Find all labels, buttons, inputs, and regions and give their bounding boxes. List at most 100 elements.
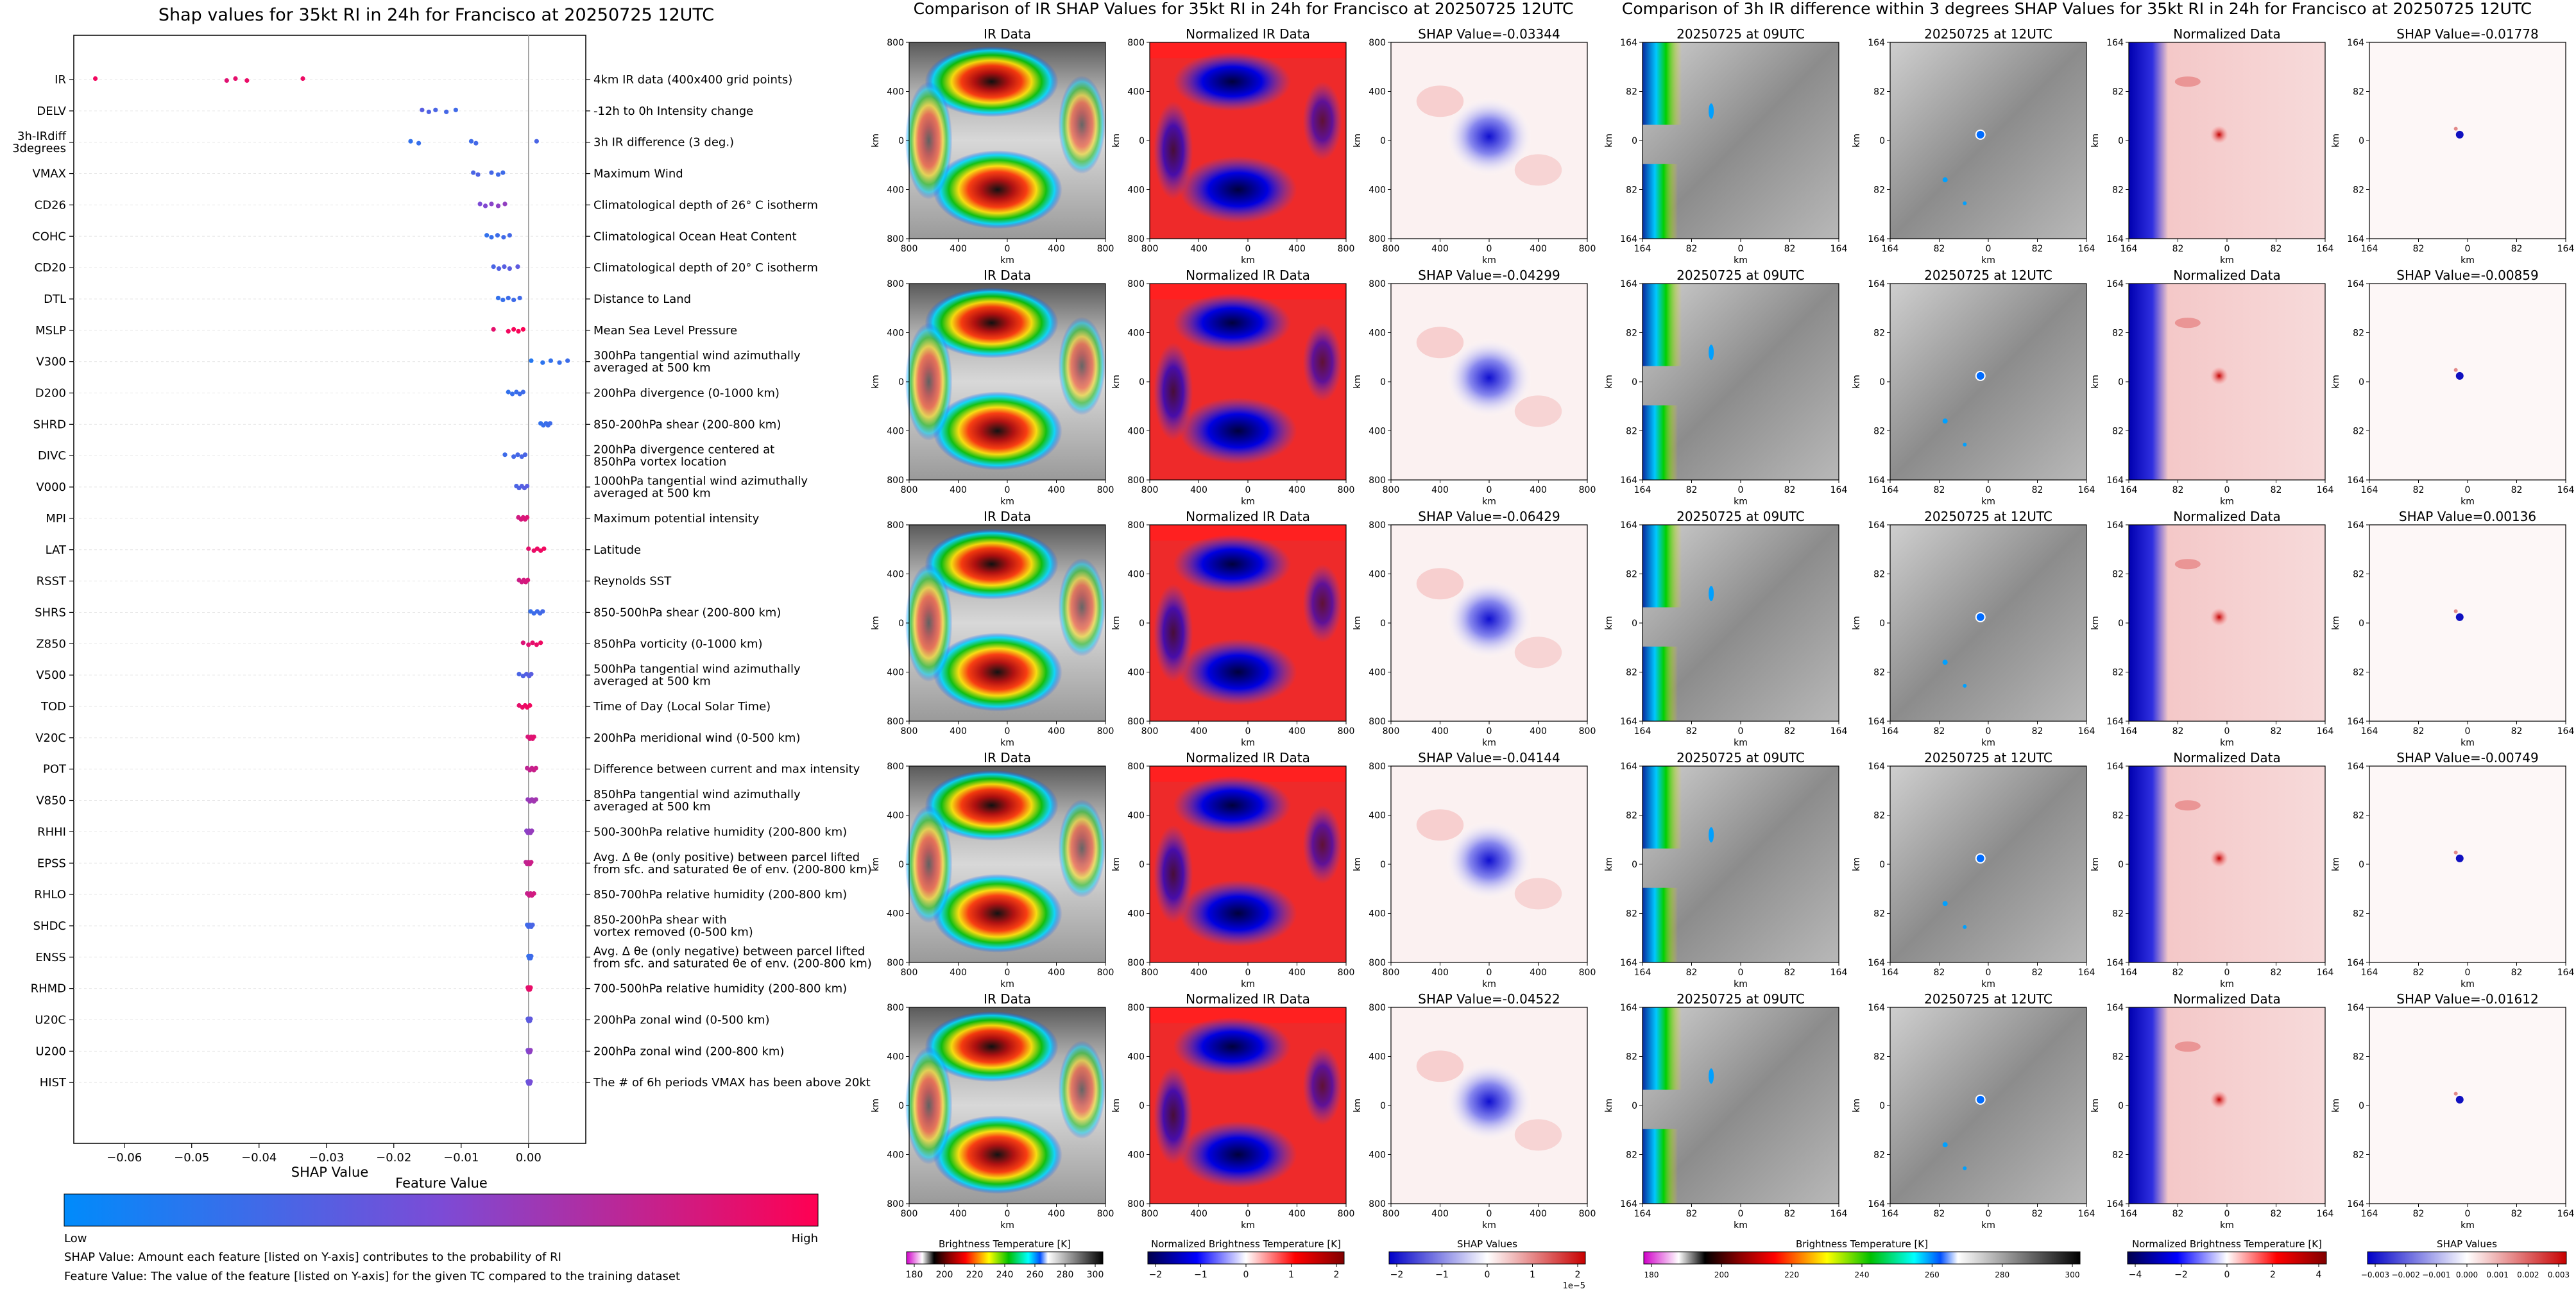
- feature-code-label: DELV: [37, 105, 66, 118]
- panel-y-tick-label: 0: [898, 1101, 904, 1111]
- panel-x-tick-label: 800: [1338, 1209, 1355, 1219]
- panel-x-axis-label: km: [1000, 738, 1014, 748]
- feature-row: RSST Reynolds SST: [37, 575, 672, 588]
- panel-x-tick-label: 400: [1530, 485, 1547, 495]
- panel-x-axis-label: km: [2461, 497, 2475, 507]
- panel-title: SHAP Value=-0.04299: [1418, 268, 1560, 283]
- panel-y-tick-label: 164: [2106, 279, 2124, 289]
- panel-y-tick-label: 0: [898, 619, 904, 629]
- panel-y-axis-label: km: [2090, 857, 2101, 871]
- feature-description-label: 200hPa zonal wind (200-800 km): [593, 1045, 784, 1058]
- convective-cell: [1709, 827, 1714, 843]
- panel-x-tick-label: 0: [1005, 485, 1011, 495]
- feature-code-label: U20C: [35, 1014, 66, 1027]
- panel-y-axis-label: km: [1352, 375, 1363, 389]
- colorbar-tick-label: −2: [1390, 1270, 1404, 1280]
- normalized-ir-panel: Normalized IR Data8008004004000040040080…: [1111, 509, 1354, 748]
- panel-title: SHAP Value=-0.00749: [2396, 750, 2538, 765]
- panel-y-tick-label: 164: [1868, 520, 1885, 531]
- panel-x-axis-label: km: [2461, 255, 2475, 266]
- feature-row: V850 850hPa tangential wind azimuthally av…: [36, 788, 801, 814]
- panel-y-tick-label: 800: [1369, 717, 1386, 727]
- panel-y-axis-label: km: [2331, 616, 2341, 630]
- shap-point: [484, 233, 490, 238]
- ir-12utc-panel: 20250725 at 12UTC1641648282008282164164k…: [1852, 26, 2095, 266]
- feature-row: VMAX Maximum Wind: [33, 167, 683, 181]
- panel-y-axis-label: km: [1852, 616, 1862, 630]
- panel-y-axis-label: km: [1852, 857, 1862, 871]
- feature-code-label: RHLO: [34, 888, 66, 901]
- shap-point: [489, 201, 494, 207]
- panel-y-tick-label: 0: [1380, 377, 1386, 388]
- shap-point: [533, 797, 538, 802]
- panel-y-tick-label: 82: [1626, 87, 1637, 98]
- shap-point: [453, 107, 458, 112]
- shap-point: [416, 141, 422, 146]
- positive-shap-spot: [2453, 368, 2458, 372]
- panel-title: IR Data: [984, 268, 1031, 283]
- panel-y-tick-label: 82: [1626, 909, 1637, 919]
- shap-point: [501, 235, 506, 240]
- panel-x-tick-label: 82: [1934, 726, 1945, 737]
- panel-y-tick-label: 164: [1620, 1003, 1637, 1013]
- panel-x-tick-label: 164: [2361, 485, 2378, 495]
- shap-point: [517, 391, 522, 397]
- panel-x-tick-label: 82: [2271, 726, 2282, 737]
- panel-y-axis-label: km: [1111, 133, 1122, 148]
- panel-y-tick-label: 164: [2106, 38, 2124, 48]
- feature-value-colorbar: [64, 1193, 819, 1227]
- cold-region: [1179, 880, 1297, 947]
- panel-x-tick-label: 82: [2413, 485, 2425, 495]
- panel-y-tick-label: 400: [1369, 909, 1386, 919]
- feature-row: COHC Climatological Ocean Heat Content: [32, 230, 796, 243]
- shap-point: [496, 266, 502, 271]
- warm-center: [2210, 366, 2228, 385]
- panel-y-tick-label: 164: [2347, 1199, 2364, 1209]
- ir-gray-image: [1890, 42, 2086, 239]
- feature-code-label: 3h-IRdiff 3degrees: [12, 130, 67, 155]
- panel-y-axis-label: km: [1604, 857, 1614, 871]
- panel-x-tick-label: 0: [2224, 726, 2230, 737]
- panel-y-tick-label: 82: [1626, 1052, 1637, 1063]
- shap-point: [468, 139, 474, 144]
- panel-y-tick-label: 0: [1632, 136, 1637, 146]
- shap-image: [2369, 42, 2566, 239]
- panel-y-tick-label: 164: [2347, 38, 2364, 48]
- cloud-cluster: [1058, 317, 1105, 416]
- panel-x-axis-label: km: [1482, 497, 1496, 507]
- cloud-cluster: [932, 1115, 1062, 1194]
- panel-y-tick-label: 82: [2112, 329, 2124, 339]
- panel-x-tick-label: 800: [1338, 485, 1355, 495]
- positive-shap-spot: [2453, 1091, 2458, 1096]
- feature-description-label: -12h to 0h Intensity change: [593, 105, 753, 118]
- panel-y-tick-label: 82: [2112, 909, 2124, 919]
- panel-y-tick-label: 164: [2106, 958, 2124, 968]
- feature-description-label: 850-500hPa shear (200-800 km): [593, 606, 781, 619]
- cloud-cluster: [932, 391, 1062, 470]
- feature-row: CD20 Climatological depth of 20° C isothe…: [35, 261, 818, 275]
- feature-code-label: Z850: [36, 637, 66, 651]
- ir-09utc-panel: 20250725 at 09UTC1641648282008282164164k…: [1604, 509, 1847, 748]
- panel-title: 20250725 at 12UTC: [1924, 750, 2052, 765]
- cold-region: [1302, 323, 1342, 402]
- cold-edge-region: [1642, 42, 1682, 125]
- panel-y-tick-label: 164: [2106, 234, 2124, 244]
- negative-shap-spot: [2455, 130, 2464, 139]
- panel-x-tick-label: 0: [1487, 485, 1492, 495]
- panel-x-tick-label: 0: [1245, 485, 1251, 495]
- shap-point: [509, 391, 515, 397]
- panel-x-tick-label: 800: [1338, 726, 1355, 737]
- shap-point: [511, 297, 516, 303]
- ir-09utc-panel: 20250725 at 09UTC1641648282008282164164k…: [1604, 750, 1847, 989]
- feature-row: SHRD 850-200hPa shear (200-800 km): [33, 418, 781, 431]
- panel-x-tick-label: 82: [2172, 1209, 2184, 1219]
- panel-y-tick-label: 400: [1127, 1052, 1145, 1063]
- note-feature-value: Feature Value: The value of the feature …: [64, 1270, 680, 1283]
- panel-x-axis-label: km: [1241, 738, 1255, 748]
- shap-point: [530, 922, 535, 928]
- cloud-cluster: [905, 564, 953, 682]
- panel-y-tick-label: 164: [1620, 717, 1637, 727]
- shap-point: [471, 170, 476, 175]
- panel-x-tick-label: 0: [1738, 726, 1744, 737]
- x-tick-label: 0.00: [516, 1151, 542, 1165]
